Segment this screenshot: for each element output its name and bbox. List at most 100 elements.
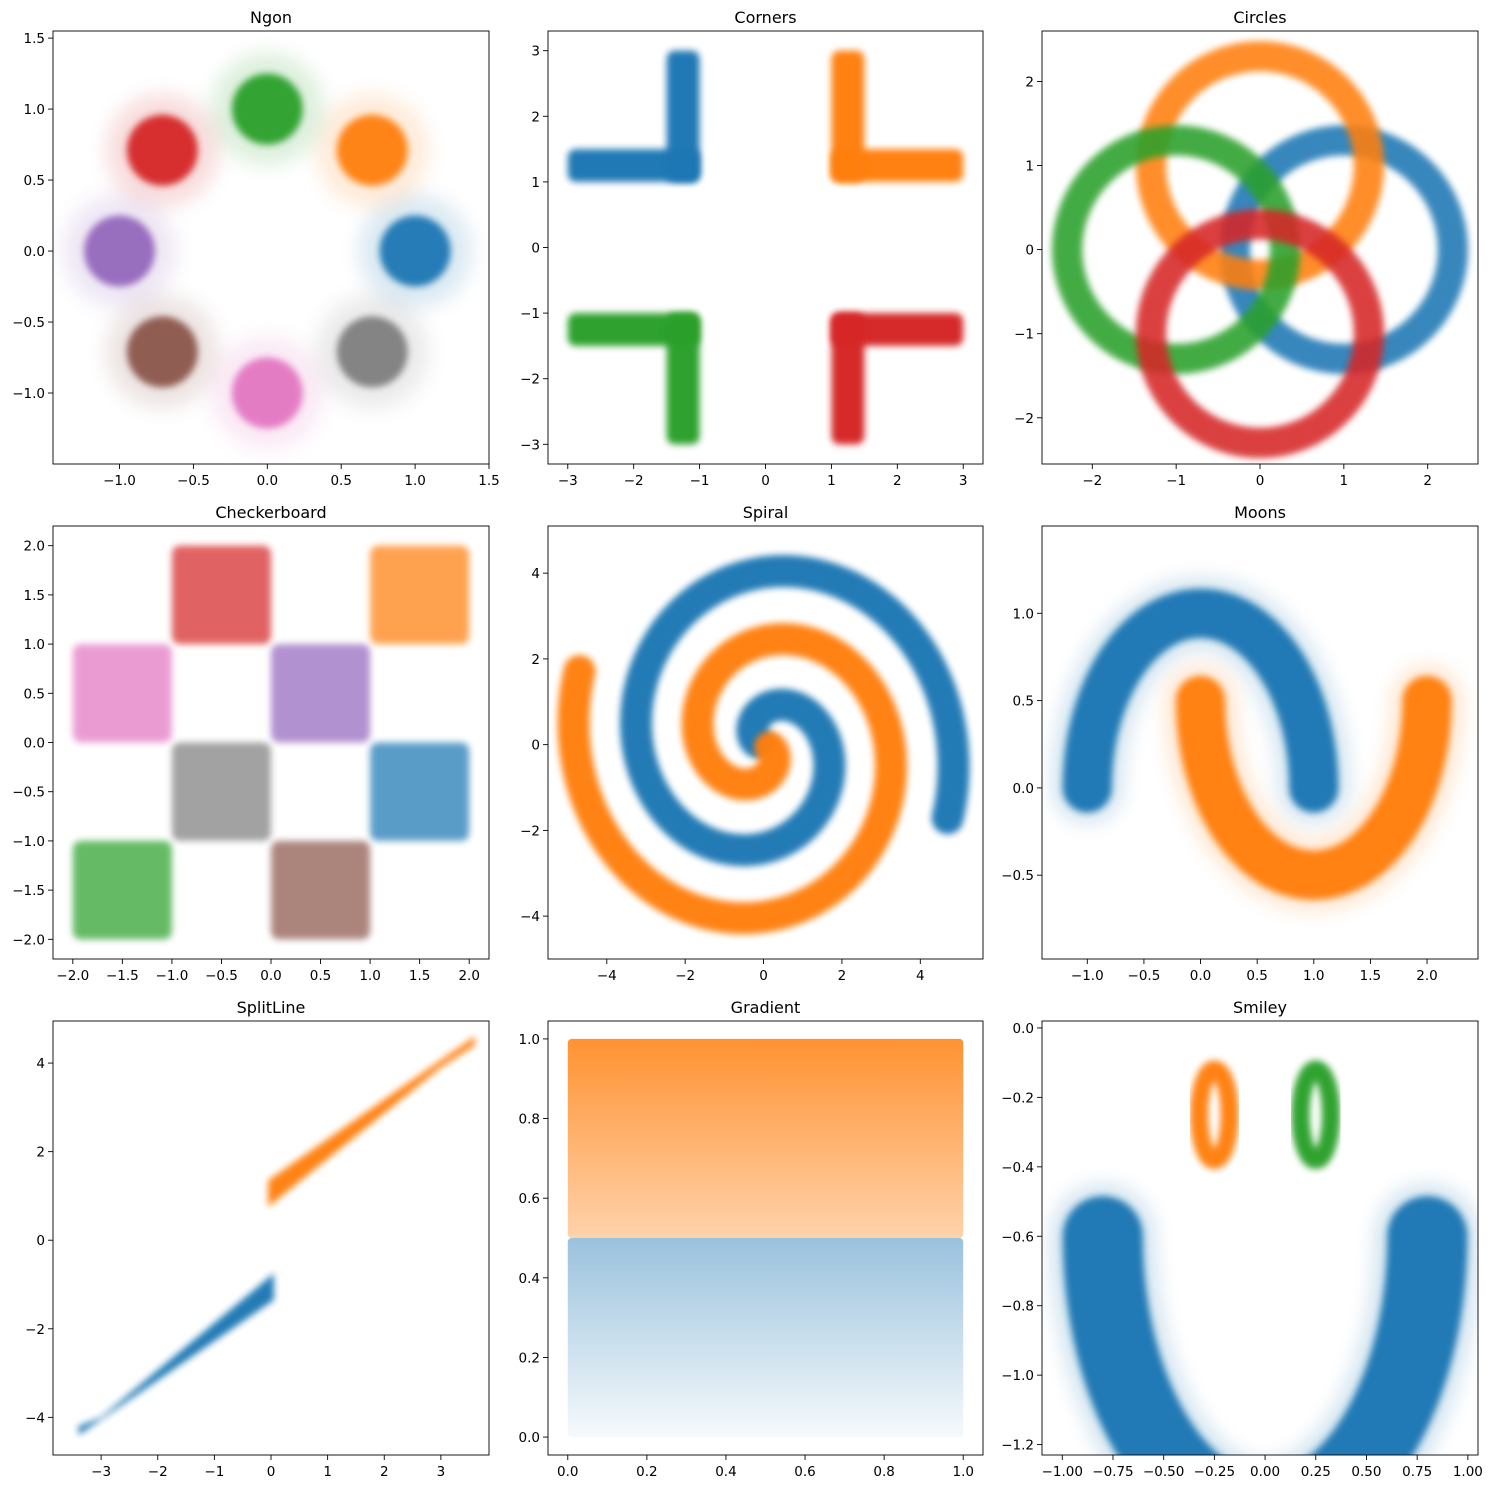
x-tick-label: 0	[761, 473, 770, 489]
y-tick-label: 1.0	[24, 637, 45, 653]
point-cloud	[126, 114, 198, 186]
x-tick-label: 1.0	[404, 473, 425, 489]
x-tick-label: −3	[558, 473, 578, 489]
point-cloud	[370, 742, 470, 841]
x-tick-label: 1	[827, 473, 836, 489]
axes-frame	[52, 1020, 490, 1456]
x-tick-label: −4	[597, 968, 617, 984]
y-tick-label: 0.0	[24, 244, 45, 260]
point-cloud	[379, 215, 451, 287]
y-tick-label: 2	[36, 1145, 45, 1161]
plot-area	[567, 50, 964, 445]
y-tick-label: 0.5	[24, 173, 45, 189]
plot-area	[1051, 1060, 1478, 1455]
point-cloud	[370, 545, 470, 645]
series-1	[567, 50, 700, 182]
y-tick-label: 1.5	[24, 588, 45, 604]
y-tick-label: 0.5	[1013, 694, 1034, 710]
series-3	[1052, 125, 1301, 374]
y-tick-label: 0.4	[519, 1271, 540, 1287]
y-tick-label: −1.5	[12, 883, 45, 899]
point-cloud	[1052, 125, 1301, 374]
point-cloud	[1291, 1060, 1341, 1170]
series-2	[268, 1036, 475, 1207]
y-tick-label: 1.0	[1013, 606, 1034, 622]
x-tick-label: 3	[959, 473, 968, 489]
x-tick-label: 0.00	[1250, 1464, 1280, 1480]
y-tick-label: 1.0	[24, 102, 45, 118]
x-tick-label: −2	[675, 968, 695, 984]
x-tick-label: −0.5	[205, 968, 238, 984]
y-tick-label: 0	[36, 1233, 45, 1249]
y-tick-label: 2	[1025, 74, 1034, 90]
y-tick-label: −0.6	[1001, 1229, 1034, 1245]
series-5	[63, 194, 176, 308]
y-tick-label: 2	[531, 652, 540, 668]
series-3	[211, 52, 324, 166]
x-tick-label: −1.0	[103, 473, 136, 489]
x-tick-label: −0.5	[177, 473, 210, 489]
y-tick-label: 1.0	[519, 1032, 540, 1048]
x-tick-label: −2	[1082, 473, 1102, 489]
x-tick-label: 0.5	[310, 968, 331, 984]
x-tick-label: 1.5	[478, 473, 499, 489]
plot-area	[1052, 41, 1468, 459]
x-tick-label: 0.2	[636, 1464, 657, 1480]
point-cloud	[271, 644, 371, 743]
series-6	[271, 840, 371, 940]
point-cloud	[567, 1238, 964, 1438]
series-1	[1051, 1184, 1478, 1455]
point-cloud	[171, 742, 271, 841]
y-tick-label: 2.0	[24, 539, 45, 555]
series-2	[1190, 1060, 1239, 1170]
series-1	[620, 555, 970, 867]
series-5	[271, 644, 371, 743]
x-tick-label: −0.75	[1092, 1464, 1133, 1480]
series-1	[567, 1238, 964, 1438]
y-tick-label: 3	[531, 44, 540, 60]
x-tick-label: 4	[916, 968, 925, 984]
y-tick-label: −1	[520, 306, 540, 322]
point-cloud	[231, 357, 303, 429]
point-cloud	[1062, 588, 1339, 813]
x-tick-label: −1.0	[156, 968, 189, 984]
x-tick-label: 0.25	[1301, 1464, 1331, 1480]
series-8	[316, 295, 429, 409]
x-tick-label: 0.6	[794, 1464, 815, 1480]
series-8	[171, 742, 271, 841]
axes-frame	[1041, 30, 1479, 465]
chart-title: Corners	[734, 8, 796, 27]
y-tick-label: −0.8	[1001, 1299, 1034, 1315]
point-cloud	[831, 313, 865, 445]
x-tick-label: 0.0	[1190, 968, 1211, 984]
x-tick-label: −1	[1166, 473, 1186, 489]
chart-title: Smiley	[1233, 998, 1287, 1017]
x-tick-label: 2.0	[1416, 968, 1437, 984]
point-cloud	[171, 545, 271, 645]
y-tick-label: −1	[1014, 327, 1034, 343]
y-tick-label: −2.0	[12, 932, 45, 948]
series-4	[831, 313, 964, 445]
subplot-moons: Moons −1.0 −0.5 0.0 0.5 1.0 1.5 2.0 −0.5 0.0 0.5 1.…	[1001, 503, 1479, 984]
y-tick-label: −1.2	[1001, 1438, 1034, 1454]
y-tick-label: −2	[520, 372, 540, 388]
x-tick-label: 2	[838, 968, 847, 984]
y-tick-label: −1.0	[12, 386, 45, 402]
y-tick-label: −4	[520, 909, 540, 925]
point-cloud	[567, 1038, 964, 1238]
point-cloud	[268, 1036, 475, 1207]
series-2	[316, 94, 429, 207]
y-tick-label: 4	[531, 566, 540, 582]
plot-area	[63, 52, 472, 450]
x-tick-label: 1	[323, 1464, 332, 1480]
x-tick-label: 0	[267, 1464, 276, 1480]
x-tick-label: 1	[1340, 473, 1349, 489]
plot-area	[78, 1036, 475, 1436]
x-tick-label: −1.0	[1071, 968, 1104, 984]
point-cloud	[231, 73, 303, 145]
y-tick-label: 0.0	[24, 736, 45, 752]
point-cloud	[336, 316, 408, 388]
x-tick-label: 1.5	[1360, 968, 1381, 984]
y-tick-label: −0.5	[1001, 868, 1034, 884]
